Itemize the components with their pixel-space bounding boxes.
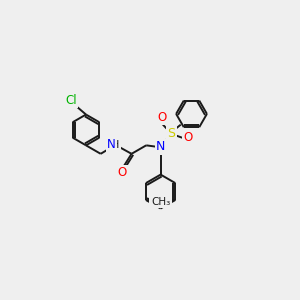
Text: O: O bbox=[158, 111, 167, 124]
Text: N: N bbox=[107, 138, 116, 151]
Text: H: H bbox=[111, 140, 119, 150]
Text: CH₃: CH₃ bbox=[150, 196, 170, 206]
Text: Cl: Cl bbox=[65, 94, 77, 107]
Text: CH₃: CH₃ bbox=[152, 196, 171, 206]
Text: N: N bbox=[156, 140, 165, 153]
Text: O: O bbox=[118, 166, 127, 179]
Text: S: S bbox=[167, 128, 175, 140]
Text: O: O bbox=[183, 131, 192, 144]
